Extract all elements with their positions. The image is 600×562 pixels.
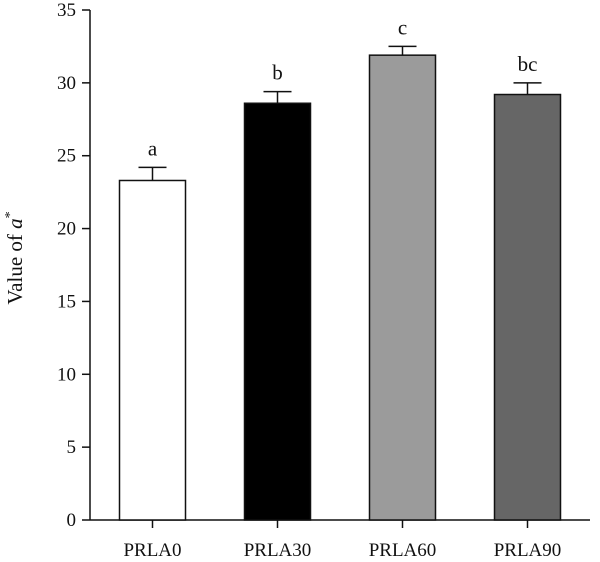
significance-label: b [272, 61, 283, 85]
y-axis-label-superscript: * [3, 211, 18, 218]
y-axis-label-symbol: a [3, 218, 27, 229]
error-bars [138, 45, 542, 181]
y-tick-label: 30 [57, 73, 76, 94]
bar-prla0 [118, 179, 187, 521]
significance-label: bc [518, 52, 538, 76]
y-axis: 0 5 10 15 20 25 30 35 [57, 0, 91, 531]
bar-prla30 [243, 102, 312, 521]
y-tick-label: 0 [67, 510, 77, 531]
x-tick-label: PRLA0 [123, 540, 181, 561]
y-axis-label-prefix: Value of [3, 229, 27, 305]
significance-label: c [398, 15, 407, 39]
y-axis-label: Value of a* [3, 211, 27, 304]
x-axis: PRLA0 PRLA30 PRLA60 PRLA90 [90, 519, 590, 561]
x-tick-label: PRLA30 [244, 540, 312, 561]
y-tick-label: 15 [57, 291, 76, 312]
bars [118, 54, 562, 521]
bar-prla60 [368, 54, 437, 521]
y-tick-label: 10 [57, 364, 76, 385]
y-tick-label: 25 [57, 146, 76, 167]
bar-prla90 [493, 93, 562, 521]
y-tick-label: 35 [57, 0, 76, 21]
x-tick-label: PRLA90 [494, 540, 562, 561]
x-tick-label: PRLA60 [369, 540, 437, 561]
y-tick-label: 20 [57, 219, 76, 240]
significance-label: a [148, 136, 158, 160]
y-tick-label: 5 [67, 437, 77, 458]
